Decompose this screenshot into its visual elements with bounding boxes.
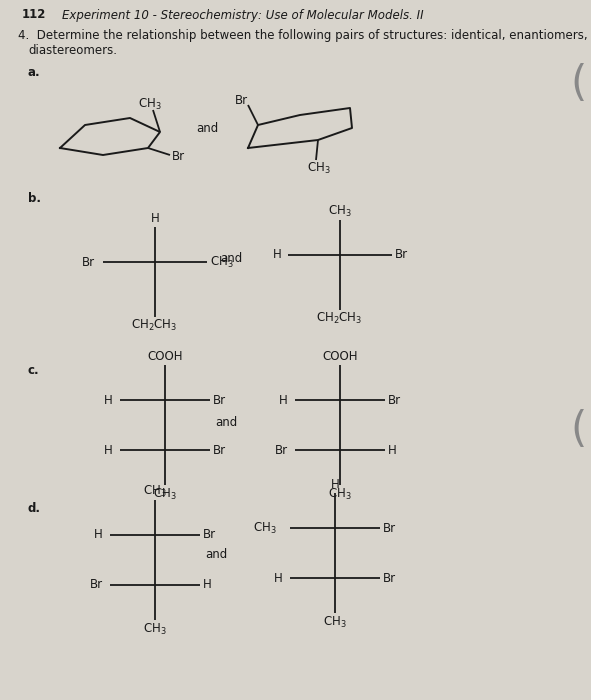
Text: Br: Br	[172, 150, 185, 162]
Text: (: (	[570, 409, 586, 451]
Text: H: H	[94, 528, 103, 542]
Text: and: and	[196, 122, 218, 134]
Text: Br: Br	[90, 578, 103, 592]
Text: Br: Br	[203, 528, 216, 542]
Text: CH$_3$: CH$_3$	[143, 622, 167, 636]
Text: H: H	[104, 393, 113, 407]
Text: Experiment 10 - Stereochemistry: Use of Molecular Models. II: Experiment 10 - Stereochemistry: Use of …	[62, 8, 424, 22]
Text: d.: d.	[28, 501, 41, 514]
Text: 4.  Determine the relationship between the following pairs of structures: identi: 4. Determine the relationship between th…	[18, 29, 587, 41]
Text: Br: Br	[213, 444, 226, 456]
Text: 112: 112	[22, 8, 46, 22]
Text: CH$_3$: CH$_3$	[328, 486, 352, 501]
Text: CH$_3$: CH$_3$	[307, 160, 331, 176]
Text: and: and	[215, 416, 237, 428]
Text: CH$_3$: CH$_3$	[210, 254, 233, 270]
Text: CH$_3$: CH$_3$	[328, 204, 352, 218]
Text: Br: Br	[213, 393, 226, 407]
Text: Br: Br	[383, 522, 396, 535]
Text: COOH: COOH	[147, 349, 183, 363]
Text: Br: Br	[388, 393, 401, 407]
Text: b.: b.	[28, 192, 41, 204]
Text: H: H	[274, 571, 283, 584]
Text: H: H	[151, 211, 160, 225]
Text: CH$_2$CH$_3$: CH$_2$CH$_3$	[131, 318, 177, 332]
Text: and: and	[220, 251, 242, 265]
Text: COOH: COOH	[322, 349, 358, 363]
Text: H: H	[273, 248, 282, 262]
Text: Br: Br	[235, 94, 248, 106]
Text: H: H	[104, 444, 113, 456]
Text: CH$_2$CH$_3$: CH$_2$CH$_3$	[316, 311, 362, 326]
Text: Br: Br	[275, 444, 288, 456]
Text: Br: Br	[395, 248, 408, 262]
Text: CH$_3$: CH$_3$	[254, 521, 277, 536]
Text: Br: Br	[383, 571, 396, 584]
Text: diastereomers.: diastereomers.	[28, 43, 117, 57]
Text: CH$_3$: CH$_3$	[143, 484, 167, 498]
Text: a.: a.	[28, 66, 41, 78]
Text: H: H	[203, 578, 212, 592]
Text: and: and	[205, 549, 228, 561]
Text: CH$_3$: CH$_3$	[138, 97, 162, 111]
Text: H: H	[388, 444, 397, 456]
Text: (: (	[570, 63, 586, 105]
Text: Br: Br	[82, 256, 95, 269]
Text: CH$_3$: CH$_3$	[153, 486, 177, 501]
Text: H: H	[280, 393, 288, 407]
Text: c.: c.	[28, 363, 40, 377]
Text: H: H	[330, 477, 339, 491]
Text: CH$_3$: CH$_3$	[323, 615, 347, 629]
